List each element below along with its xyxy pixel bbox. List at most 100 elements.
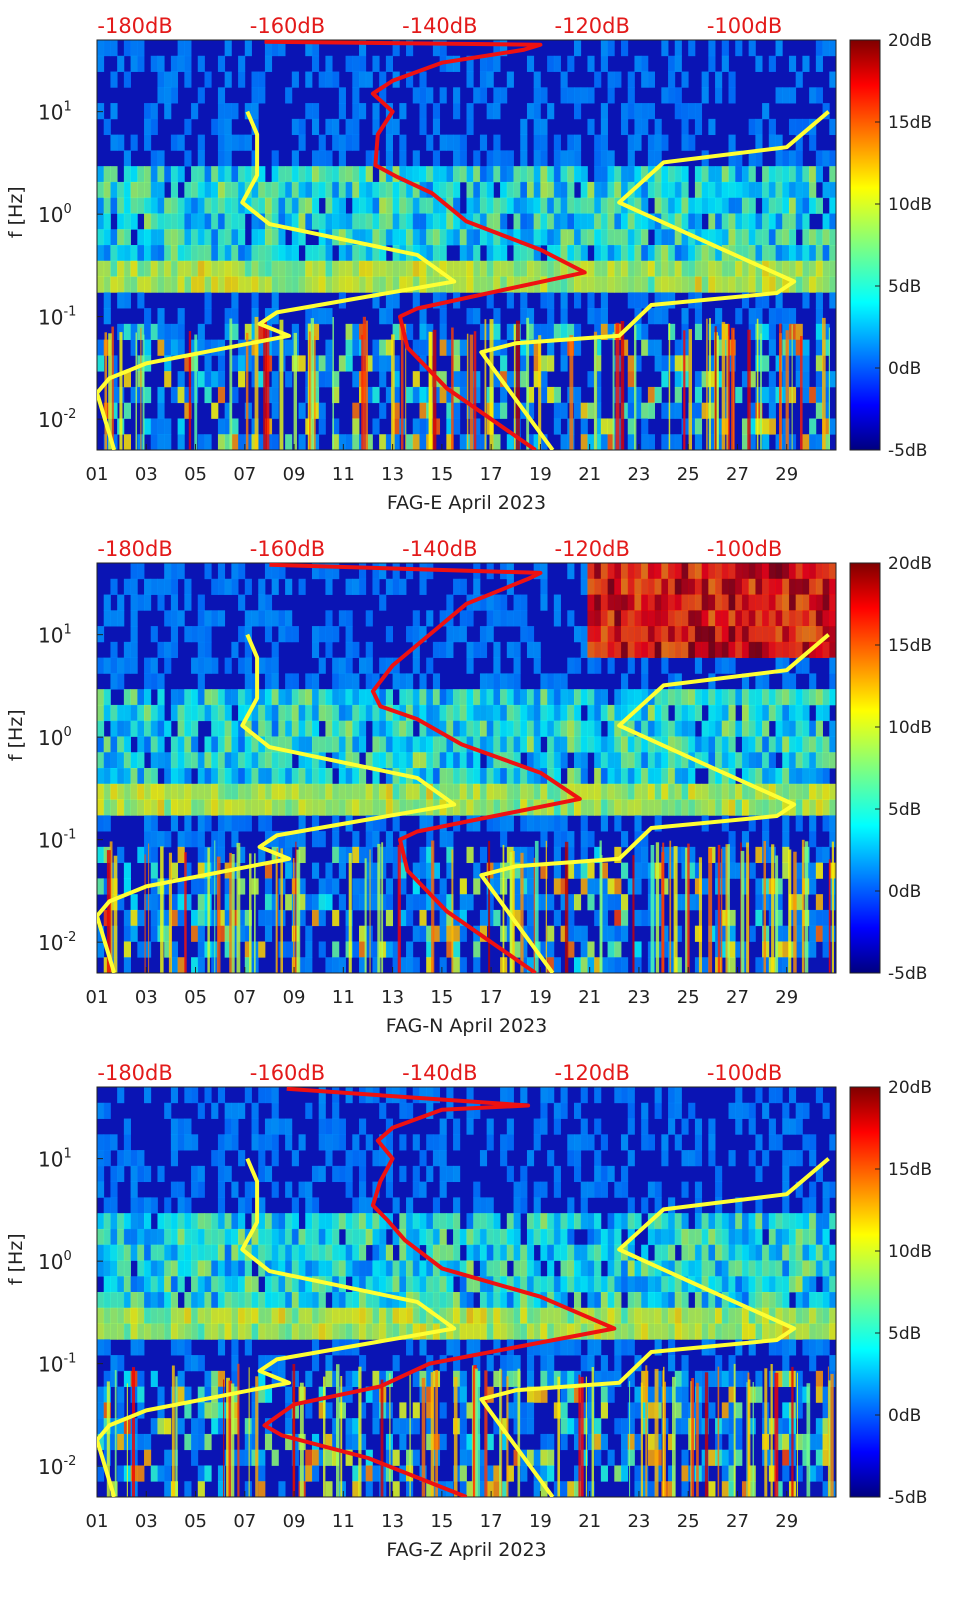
top-db-label: -160dB bbox=[250, 14, 325, 38]
y-tick-labels: 10-2 10-1 100 101 bbox=[38, 1147, 103, 1479]
y-tick-label: 101 bbox=[38, 1147, 72, 1172]
x-tick-label: 03 bbox=[135, 987, 158, 1008]
colorbar-tick-label: 20dB bbox=[888, 31, 932, 51]
y-axis-label: f [Hz] bbox=[5, 709, 27, 761]
spectrogram bbox=[97, 563, 837, 974]
x-tick-label: 25 bbox=[677, 1511, 700, 1532]
x-tick-label: 01 bbox=[86, 1511, 109, 1532]
colorbar-tick-label: 5dB bbox=[888, 800, 921, 820]
plot-frame bbox=[96, 39, 837, 451]
plot-frame bbox=[96, 562, 837, 974]
colorbar-tick-label: 0dB bbox=[888, 1406, 921, 1426]
spectrogram bbox=[97, 1087, 837, 1498]
top-db-label: -120dB bbox=[555, 14, 630, 38]
colorbar: -5dB 0dB 5dB 10dB 15dB 20dB bbox=[849, 1078, 932, 1508]
top-db-label: -120dB bbox=[555, 1061, 630, 1085]
x-tick-label: 27 bbox=[726, 987, 749, 1008]
x-tick-label: 29 bbox=[775, 1511, 798, 1532]
x-tick-label: 13 bbox=[381, 987, 404, 1008]
x-axis-label: FAG-Z April 2023 bbox=[386, 1539, 546, 1561]
y-tick-label: 10-1 bbox=[38, 305, 76, 330]
x-tick-label: 17 bbox=[480, 1511, 503, 1532]
yellow-curve-2 bbox=[97, 110, 457, 450]
x-tick-label: 13 bbox=[381, 1511, 404, 1532]
overlay-curves bbox=[97, 1087, 830, 1497]
colorbar-tick-label: 10dB bbox=[888, 1242, 932, 1262]
x-tick-labels: 01 03 05 07 09 11 13 15 17 19 21 23 25 27 29 bbox=[86, 967, 798, 1008]
x-tick-label: 01 bbox=[86, 464, 109, 485]
x-tick-label: 03 bbox=[135, 464, 158, 485]
x-tick-label: 05 bbox=[184, 1511, 207, 1532]
x-tick-label: 27 bbox=[726, 1511, 749, 1532]
top-db-label: -140dB bbox=[402, 537, 477, 561]
x-tick-label: 21 bbox=[578, 464, 601, 485]
colorbar-tick-label: 15dB bbox=[888, 113, 932, 133]
x-tick-label: 17 bbox=[480, 464, 503, 485]
colorbar-gradient bbox=[849, 1086, 881, 1498]
colorbar-tick-label: -5dB bbox=[888, 1488, 927, 1508]
yellow-curve-1 bbox=[479, 110, 830, 450]
x-axis-label: FAG-E April 2023 bbox=[387, 492, 546, 514]
colorbar-tick-label: 5dB bbox=[888, 277, 921, 297]
y-axis-label: f [Hz] bbox=[5, 186, 27, 238]
top-db-label: -100dB bbox=[707, 14, 782, 38]
colorbar-tick-label: 0dB bbox=[888, 359, 921, 379]
x-tick-labels: 01 03 05 07 09 11 13 15 17 19 21 23 25 27 29 bbox=[86, 1491, 798, 1532]
x-tick-label: 11 bbox=[332, 1511, 355, 1532]
colorbar-tick-label: -5dB bbox=[888, 441, 927, 461]
colorbar-tick-label: 15dB bbox=[888, 1160, 932, 1180]
colorbar-tick-label: 15dB bbox=[888, 636, 932, 656]
y-axis-label: f [Hz] bbox=[5, 1233, 27, 1285]
top-db-label: -180dB bbox=[97, 1061, 172, 1085]
x-tick-label: 05 bbox=[184, 464, 207, 485]
x-tick-label: 19 bbox=[529, 464, 552, 485]
y-tick-label: 10-1 bbox=[38, 828, 76, 853]
x-tick-label: 21 bbox=[578, 1511, 601, 1532]
x-tick-label: 03 bbox=[135, 1511, 158, 1532]
colorbar-tick-label: 0dB bbox=[888, 882, 921, 902]
y-tick-label: 101 bbox=[38, 623, 72, 648]
overlay-curves bbox=[97, 563, 830, 973]
x-tick-label: 29 bbox=[775, 464, 798, 485]
x-tick-label: 09 bbox=[283, 1511, 306, 1532]
x-tick-label: 23 bbox=[627, 987, 650, 1008]
panel-2: 01 03 05 07 09 11 13 15 17 19 21 23 25 27 29 FAG-N Apri… bbox=[5, 537, 932, 1037]
x-tick-label: 23 bbox=[627, 1511, 650, 1532]
yellow-curve-2 bbox=[97, 1157, 457, 1497]
panel-3: 01 03 05 07 09 11 13 15 17 19 21 23 25 27 29 FAG-Z Apri… bbox=[5, 1061, 932, 1561]
y-tick-labels: 10-2 10-1 100 101 bbox=[38, 623, 103, 955]
x-tick-label: 11 bbox=[332, 987, 355, 1008]
x-tick-label: 07 bbox=[233, 464, 256, 485]
top-db-label: -140dB bbox=[402, 14, 477, 38]
x-tick-label: 15 bbox=[430, 987, 453, 1008]
colorbar-tick-label: 10dB bbox=[888, 195, 932, 215]
colorbar-gradient bbox=[849, 39, 881, 451]
top-db-labels: -180dB -160dB -140dB -120dB -100dB bbox=[97, 14, 782, 38]
top-db-label: -100dB bbox=[707, 1061, 782, 1085]
y-tick-label: 10-2 bbox=[38, 407, 76, 432]
colorbar: -5dB 0dB 5dB 10dB 15dB 20dB bbox=[849, 554, 932, 984]
y-tick-label: 10-1 bbox=[38, 1352, 76, 1377]
y-tick-label: 100 bbox=[38, 202, 72, 227]
x-tick-label: 07 bbox=[233, 987, 256, 1008]
top-db-label: -100dB bbox=[707, 537, 782, 561]
colorbar-tick-label: 20dB bbox=[888, 554, 932, 574]
x-tick-label: 01 bbox=[86, 987, 109, 1008]
panel-1: 01 03 05 07 09 11 13 15 17 19 21 23 25 27 29 FAG-E Apri… bbox=[5, 14, 932, 514]
top-db-label: -120dB bbox=[555, 537, 630, 561]
red-curve-3 bbox=[262, 1087, 617, 1497]
top-db-label: -160dB bbox=[250, 537, 325, 561]
x-tick-label: 25 bbox=[677, 464, 700, 485]
colorbar-gradient bbox=[849, 562, 881, 974]
x-tick-label: 19 bbox=[529, 987, 552, 1008]
x-tick-label: 27 bbox=[726, 464, 749, 485]
top-db-label: -180dB bbox=[97, 14, 172, 38]
x-tick-label: 09 bbox=[283, 987, 306, 1008]
top-db-labels: -180dB -160dB -140dB -120dB -100dB bbox=[97, 537, 782, 561]
x-tick-label: 19 bbox=[529, 1511, 552, 1532]
x-tick-label: 05 bbox=[184, 987, 207, 1008]
x-axis-label: FAG-N April 2023 bbox=[386, 1015, 548, 1037]
red-curve-3 bbox=[264, 40, 587, 450]
overlay-curves bbox=[97, 40, 830, 450]
